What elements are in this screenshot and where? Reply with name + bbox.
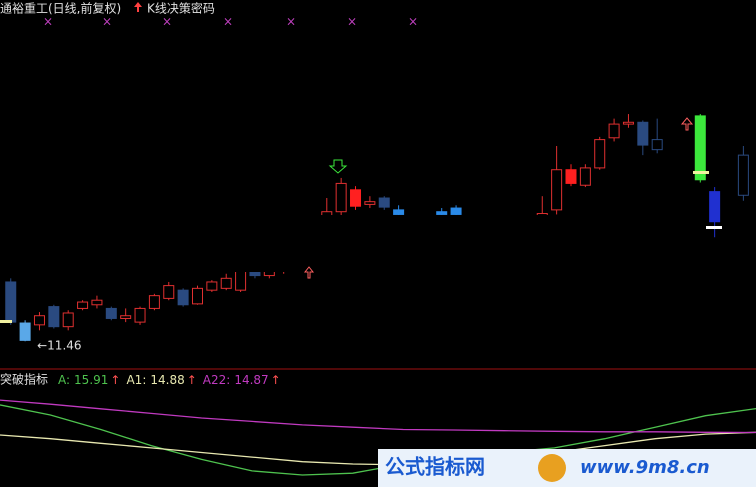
candle-body <box>378 197 390 208</box>
candle-body <box>177 289 189 306</box>
marker: × <box>162 15 172 29</box>
candle-body <box>436 211 448 215</box>
candle-body <box>134 307 146 323</box>
candle-body <box>579 167 591 186</box>
indicator-title: 突破指标 <box>0 372 48 387</box>
marker: × <box>102 15 112 29</box>
watermark-bg <box>378 449 756 487</box>
chart-subtitle: K线决策密码 <box>147 1 215 16</box>
candle-body <box>637 121 649 146</box>
legend-value: 14.87 <box>234 373 268 387</box>
marker: × <box>223 15 233 29</box>
legend-name: A22: <box>203 373 231 387</box>
low-arrow: ← <box>37 338 47 352</box>
candle-body <box>48 306 60 328</box>
candle-body <box>608 123 620 139</box>
candle-body <box>33 315 45 326</box>
trend-marker: ↑ <box>271 373 281 387</box>
legend-value: 15.91 <box>74 373 108 387</box>
candle-body <box>62 312 74 328</box>
legend-entry: A: 15.91 ↑ <box>58 373 120 387</box>
markers: × × × × × × × <box>43 15 418 29</box>
candle-body <box>393 209 405 215</box>
candle-body <box>551 169 563 211</box>
candle-body <box>622 121 634 125</box>
highlight <box>0 320 12 323</box>
candle-body <box>235 269 247 291</box>
up-arrow <box>134 2 142 12</box>
candle-body <box>148 295 160 309</box>
candle-body <box>120 315 132 319</box>
marker: × <box>286 15 296 29</box>
mask <box>152 215 602 272</box>
candle-body <box>249 271 261 277</box>
candle-body <box>450 207 462 215</box>
watermark-logo <box>538 454 566 482</box>
mask <box>427 0 756 112</box>
candle-body <box>594 139 606 169</box>
candle-body <box>694 115 706 181</box>
legend-name: A: <box>58 373 70 387</box>
legend-value: 14.88 <box>150 373 184 387</box>
candle-body <box>206 281 218 291</box>
candle-body <box>220 277 232 289</box>
candle-body <box>91 299 103 306</box>
candle-body <box>77 301 89 309</box>
trend-marker: ↑ <box>110 373 120 387</box>
candle-body <box>651 139 663 151</box>
candle-body <box>105 307 117 319</box>
candle-body <box>335 182 347 213</box>
price-panel: ←11.46 <box>5 114 749 352</box>
candle-body <box>5 281 17 323</box>
low-annotation: ←11.46 <box>37 338 81 352</box>
marker: × <box>408 15 418 29</box>
marker: × <box>347 15 357 29</box>
candle-body <box>191 287 203 305</box>
legend-entry: A22: 14.87 ↑ <box>203 373 281 387</box>
up-arrow <box>680 117 694 131</box>
candle-body <box>163 285 175 299</box>
trend-marker: ↑ <box>187 373 197 387</box>
candle-body <box>737 154 749 196</box>
low-value: 11.46 <box>47 338 81 352</box>
candle-body <box>350 189 362 207</box>
indicator-line <box>0 399 756 434</box>
candle-body <box>19 322 31 341</box>
legend-name: A1: <box>126 373 146 387</box>
highlight <box>693 171 709 174</box>
candle-body <box>709 191 721 223</box>
legend-entry: A1: 14.88 ↑ <box>126 373 196 387</box>
marker: × <box>43 15 53 29</box>
watermark-name: 公式指标网 <box>385 455 485 479</box>
down-arrow <box>328 159 348 174</box>
chart-title: 通裕重工(日线,前复权) <box>0 1 121 16</box>
up-arrow <box>303 266 315 279</box>
candle-body <box>364 201 376 205</box>
highlight <box>706 226 722 229</box>
candle-body <box>565 169 577 184</box>
watermark-url: www.9m8.cn <box>580 457 710 478</box>
